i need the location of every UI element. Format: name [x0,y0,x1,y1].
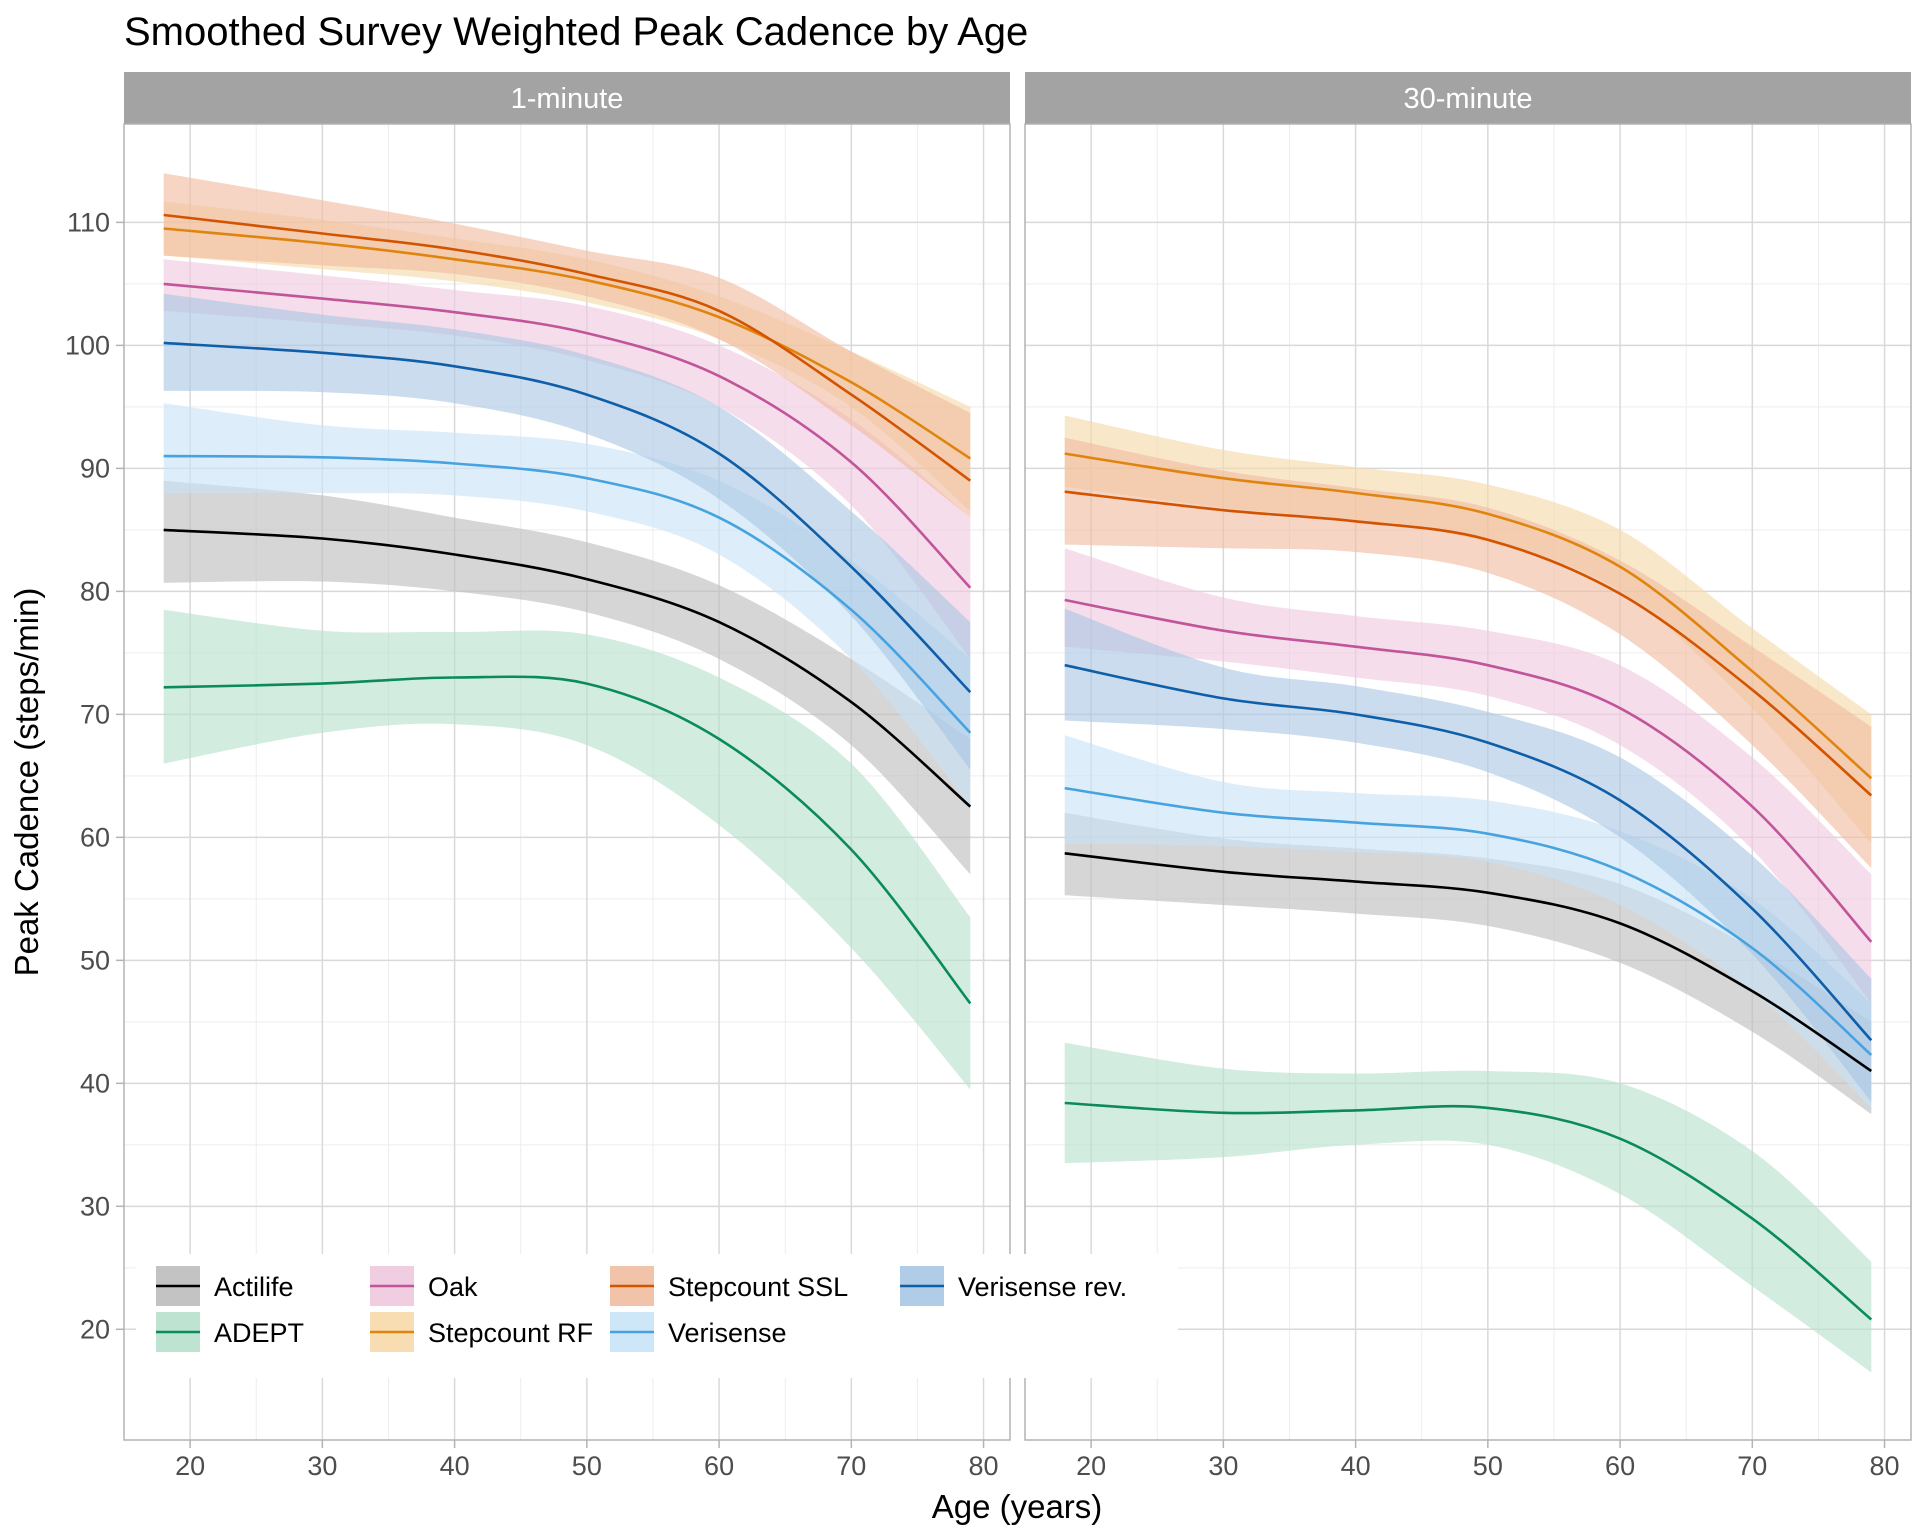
y-tick-label: 110 [67,207,110,237]
panel-1-minute: 1-minute [123,72,1011,1441]
legend-item-actilife: Actilife [156,1266,294,1306]
ribbon-stepcount-ssl [163,173,971,518]
series-line-actilife [1064,852,1873,1073]
panel-border [123,123,1011,1441]
series-line-verisense-rev [1064,663,1873,1042]
legend-label: Stepcount SSL [668,1272,848,1302]
panel-strip-label: 30-minute [1404,83,1533,115]
ribbon-oak [1064,548,1872,1004]
x-tick-label: 30 [1208,1451,1238,1481]
ribbon-actilife [1064,812,1872,1115]
legend-item-verisense: Verisense [610,1312,787,1352]
panel-strip [1025,72,1911,124]
y-tick-label: 80 [80,576,110,606]
panel-lines [1064,452,1873,1321]
y-tick-label: 100 [65,330,110,360]
legend-label: Stepcount RF [428,1318,593,1348]
legend-item-stepcount-rf: Stepcount RF [370,1312,593,1352]
x-tick-label: 40 [1341,1451,1371,1481]
series-line-stepcount-ssl [163,213,972,482]
series-line-oak [163,282,972,589]
series-line-stepcount-rf [1064,452,1873,780]
series-line-oak [1064,598,1873,943]
series-line-verisense [1064,786,1873,1056]
panel-ribbons [163,173,971,1090]
y-tick-label: 50 [80,945,110,975]
legend-item-adept: ADEPT [156,1312,304,1352]
series-line-verisense-rev [163,341,972,694]
legend-item-stepcount-ssl: Stepcount SSL [610,1266,848,1306]
y-tick-label: 60 [80,822,110,852]
series-line-verisense [163,454,972,734]
x-tick-label: 80 [1870,1451,1900,1481]
x-tick-label: 80 [969,1451,999,1481]
legend-label: Verisense rev. [958,1272,1127,1302]
legend-label: ADEPT [214,1318,304,1348]
y-axis-title: Peak Cadence (steps/min) [8,588,45,977]
y-axis-ticks: 20 30 40 50 60 70 80 90 100 110 [65,207,124,1344]
legend-item-oak: Oak [370,1266,478,1306]
series-line-stepcount-rf [163,227,972,460]
y-tick-label: 90 [80,453,110,483]
series-line-adept [1064,1101,1873,1321]
x-tick-label: 20 [1076,1451,1106,1481]
panel-strip-label: 1-minute [511,83,624,115]
legend-item-verisense-rev: Verisense rev. [900,1266,1127,1306]
legend-background [136,1254,1178,1378]
panel-lines [163,213,972,1005]
y-tick-label: 70 [80,699,110,729]
panel-border [1024,123,1912,1441]
legend-label: Actilife [214,1272,294,1302]
ribbon-stepcount-ssl [1064,437,1872,869]
series-line-stepcount-ssl [1064,490,1873,797]
legend-label: Oak [428,1272,478,1302]
x-tick-label: 70 [1737,1451,1767,1481]
x-tick-label: 50 [1473,1451,1503,1481]
legend-label: Verisense [668,1318,787,1348]
x-axis-ticks: 20 30 40 50 60 70 80 20 30 40 50 60 70 80 [175,1440,1900,1481]
legend: Actilife ADEPT Oak Stepcount RF Stepcount SS… [136,1254,1178,1378]
chart-title: Smoothed Survey Weighted Peak Cadence by… [124,10,1028,54]
ribbon-verisense [1064,735,1872,1108]
panel-strip [124,72,1010,124]
series-line-adept [163,675,972,1005]
y-tick-label: 20 [80,1314,110,1344]
x-tick-label: 50 [572,1451,602,1481]
ribbon-verisense-rev [1064,608,1872,1102]
x-tick-label: 30 [307,1451,337,1481]
x-tick-label: 20 [175,1451,205,1481]
series-line-actilife [163,528,972,808]
panel-30-minute: 30-minute [1024,72,1912,1441]
x-tick-label: 60 [1605,1451,1635,1481]
x-tick-label: 60 [704,1451,734,1481]
ribbon-verisense [163,403,971,807]
ribbon-adept [163,609,971,1090]
x-tick-label: 40 [440,1451,470,1481]
ribbon-oak [163,259,971,659]
x-tick-label: 70 [836,1451,866,1481]
y-tick-label: 30 [80,1191,110,1221]
ribbon-adept [1064,1042,1872,1373]
y-tick-label: 40 [80,1068,110,1098]
x-axis-title: Age (years) [932,1488,1103,1525]
ribbon-actilife [163,480,971,875]
panel-ribbons [1064,415,1872,1373]
